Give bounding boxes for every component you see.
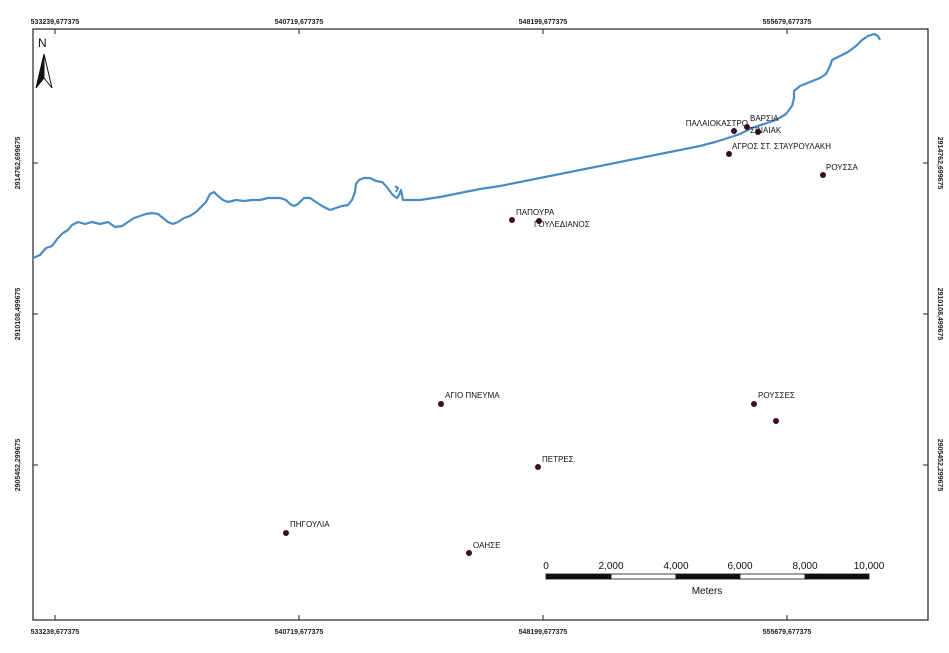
place-label: ΣΙΝΑΙΑΚ [750,126,782,135]
place-label: ΑΓΙΟ ΠΝΕΥΜΑ [445,391,500,400]
place-point[interactable] [535,464,541,470]
place-point[interactable] [466,550,472,556]
scale-label-4000: 4,000 [663,561,688,572]
north-arrow-icon: N [35,36,53,89]
x-tick-bottom-4: 555679,677375 [763,629,812,636]
place-point[interactable] [731,128,737,134]
place-point[interactable] [751,401,757,407]
place-label: ΠΑΛΑΙΟΚΑΣΤΡΟ [686,119,748,128]
place-label: ΒΑΡΣΙΑ [750,114,779,123]
x-tick-top-4: 555679,677375 [763,19,812,26]
x-tick-top-2: 540719,677375 [275,19,324,26]
place-label: ΑΓΡΟΣ ΣΤ. ΣΤΑΥΡΟΥΛΑΚΗ [732,142,831,151]
bottom-ticks [54,615,788,620]
place-oaise: ΟΑΗΣΕ [466,541,500,556]
scale-unit: Meters [692,586,723,597]
y-tick-right-3: 2905452,299675 [936,439,943,492]
place-rousses: ΡΟΥΣΣΕΣ [751,391,795,407]
place-label: ΡΟΥΣΣΑ [826,163,859,172]
coastline-notch [394,185,400,193]
x-tick-bottom-2: 540719,677375 [275,629,324,636]
x-tick-bottom-3: 548199,677375 [519,629,568,636]
place-label: ΠΗΓΟΥΛΙΑ [290,520,330,529]
place-varsia: ΒΑΡΣΙΑ [744,114,779,130]
x-tick-top-1: 533239,677375 [31,19,80,26]
scale-label-8000: 8,000 [792,561,817,572]
coastline [32,32,881,260]
place-point[interactable] [726,151,732,157]
y-tick-right-1: 2914762,699675 [936,137,943,190]
place-gouledianos: ΓΟΥΛΕΔΙΑΝΟΣ [534,218,590,229]
place-label: ΟΑΗΣΕ [473,541,500,550]
x-tick-bottom-1: 533239,677375 [31,629,80,636]
place-label: ΠΑΠΟΥΡΑ [516,208,555,217]
place-agio-pneuma: ΑΓΙΟ ΠΝΕΥΜΑ [438,391,500,407]
x-tick-top-3: 548199,677375 [519,19,568,26]
place-point[interactable] [820,172,826,178]
place-point[interactable] [283,530,289,536]
place-agros-stavroulaki: ΑΓΡΟΣ ΣΤ. ΣΤΑΥΡΟΥΛΑΚΗ [726,142,831,157]
place-label: ΓΟΥΛΕΔΙΑΝΟΣ [534,220,590,229]
scale-label-10000: 10,000 [854,561,885,572]
scale-label-2000: 2,000 [598,561,623,572]
y-tick-left-2: 2910108,499675 [15,288,22,341]
place-roussa: ΡΟΥΣΣΑ [820,163,859,178]
side-ticks [33,162,928,466]
place-palaiokastro: ΠΑΛΑΙΟΚΑΣΤΡΟ [686,119,748,134]
place-point[interactable] [773,418,779,424]
place-sinaiak: ΣΙΝΑΙΑΚ [750,126,782,135]
place-label: ΠΕΤΡΕΣ [542,455,574,464]
place-petres: ΠΕΤΡΕΣ [535,455,574,470]
place-point[interactable] [509,217,515,223]
map-frame [32,28,929,621]
top-ticks [54,29,788,34]
place-papoura: ΠΑΠΟΥΡΑ [509,208,555,223]
y-tick-right-2: 2910108,499675 [936,288,943,341]
place-point[interactable] [755,129,761,135]
scale-label-0: 0 [543,561,549,572]
place-unlabeled [773,418,779,424]
y-tick-left-1: 2914762,699675 [15,137,22,190]
place-point[interactable] [744,124,750,130]
place-label: ΡΟΥΣΣΕΣ [758,391,795,400]
place-pigoulia: ΠΗΓΟΥΛΙΑ [283,520,330,536]
scale-bar: 0 2,000 4,000 6,000 8,000 10,000 Meters [543,561,885,597]
north-letter: N [38,36,47,50]
place-point[interactable] [536,218,542,224]
place-point[interactable] [438,401,444,407]
scale-label-6000: 6,000 [727,561,752,572]
place-layer: ΠΑΛΑΙΟΚΑΣΤΡΟ ΒΑΡΣΙΑ ΣΙΝΑΙΑΚ ΑΓΡΟΣ ΣΤ. ΣΤ… [283,114,859,556]
y-tick-left-3: 2905452,299675 [15,439,22,492]
